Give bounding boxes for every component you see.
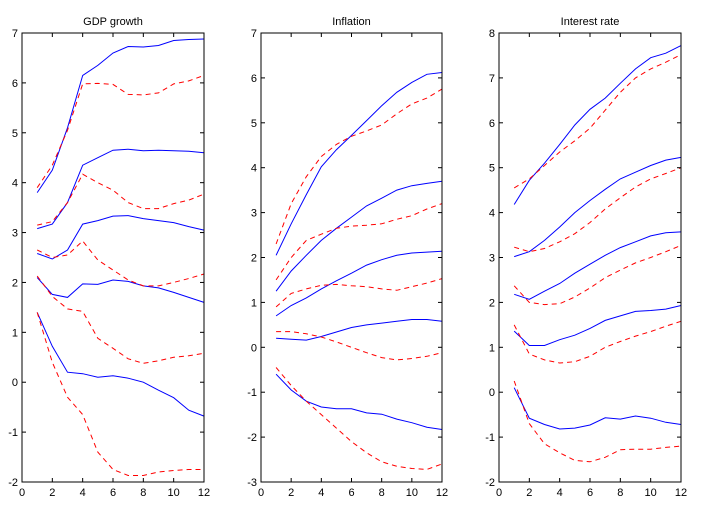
x-tick-label: 12	[436, 487, 448, 499]
series-line-solid-5	[36, 312, 205, 417]
x-tick-label: 6	[110, 487, 116, 499]
x-tick-label: 8	[140, 487, 146, 499]
y-tick-label: 4	[489, 208, 495, 220]
series-line-solid-2	[275, 180, 443, 292]
series-line-solid-2	[37, 148, 205, 230]
y-tick-label: 5	[489, 163, 495, 175]
y-tick-label: 2	[489, 297, 495, 309]
y-tick-label: 1	[489, 342, 495, 354]
y-tick-label: 1	[12, 327, 18, 339]
y-tick-label: 3	[12, 228, 18, 240]
x-tick-label: 10	[406, 487, 418, 499]
y-tick-label: 4	[12, 178, 18, 190]
y-tick-label: 0	[12, 377, 18, 389]
series-line-dashed-4	[36, 275, 205, 364]
y-tick-label: 3	[251, 208, 257, 220]
y-tick-label: 6	[251, 73, 257, 85]
x-tick-label: 4	[80, 487, 86, 499]
series-line-dashed-3	[275, 278, 443, 308]
y-tick-label: 5	[251, 118, 257, 130]
panel-title: Interest rate	[561, 16, 620, 28]
series-line-solid-1	[513, 45, 682, 205]
x-tick-label: 6	[348, 487, 354, 499]
series-line-dashed-3	[36, 240, 205, 287]
y-tick-label: 1	[251, 297, 257, 309]
series-line-solid-5	[513, 387, 682, 430]
x-tick-label: 2	[526, 487, 532, 499]
x-tick-label: 8	[379, 487, 385, 499]
series-line-dashed-4	[276, 331, 443, 361]
x-tick-label: 2	[49, 487, 55, 499]
series-line-dashed-2	[37, 173, 205, 226]
y-tick-label: 5	[12, 128, 18, 140]
y-tick-label: 0	[489, 387, 495, 399]
x-tick-label: 6	[587, 487, 593, 499]
series-line-dashed-4	[513, 320, 682, 364]
series-line-solid-3	[37, 215, 205, 260]
y-tick-label: 4	[251, 163, 257, 175]
series-line-solid-4	[513, 305, 682, 346]
x-tick-label: 0	[19, 487, 25, 499]
axes-frame	[260, 32, 443, 483]
x-tick-label: 10	[168, 487, 180, 499]
series-line-dashed-5	[275, 367, 443, 470]
x-tick-label: 0	[258, 487, 264, 499]
y-tick-label: -1	[485, 432, 495, 444]
series-line-dashed-2	[275, 203, 443, 281]
series-line-dashed-3	[513, 244, 682, 306]
x-tick-label: 4	[557, 487, 563, 499]
x-tick-label: 0	[496, 487, 502, 499]
y-tick-label: -3	[247, 477, 257, 489]
series-line-dashed-2	[514, 167, 682, 253]
x-tick-label: 12	[198, 487, 210, 499]
y-tick-label: 6	[12, 78, 18, 90]
x-tick-label: 4	[318, 487, 324, 499]
y-tick-label: -2	[247, 432, 257, 444]
y-tick-label: 7	[12, 28, 18, 40]
series-line-solid-3	[275, 250, 443, 317]
panel-title: Inflation	[332, 16, 371, 28]
y-tick-label: 2	[251, 253, 257, 265]
x-tick-label: 8	[617, 487, 623, 499]
y-tick-label: 0	[251, 342, 257, 354]
series-line-solid-1	[36, 38, 205, 193]
y-tick-label: -1	[247, 387, 257, 399]
series-line-dashed-5	[36, 312, 204, 476]
series-line-dashed-5	[513, 380, 682, 463]
series-line-solid-4	[36, 277, 205, 303]
series-line-solid-2	[514, 156, 682, 258]
series-line-dashed-1	[513, 54, 682, 189]
x-tick-label: 10	[645, 487, 657, 499]
series-line-dashed-1	[36, 74, 205, 188]
panel-title: GDP growth	[83, 16, 143, 28]
y-tick-label: -1	[8, 427, 18, 439]
axes-frame	[498, 32, 682, 483]
series-line-solid-5	[275, 373, 443, 430]
x-tick-label: 2	[288, 487, 294, 499]
y-tick-label: 7	[251, 28, 257, 40]
y-tick-label: 8	[489, 28, 495, 40]
y-tick-label: 3	[489, 253, 495, 265]
y-tick-label: -2	[485, 477, 495, 489]
x-tick-label: 12	[675, 487, 687, 499]
y-tick-label: -2	[8, 477, 18, 489]
series-line-solid-4	[276, 319, 443, 341]
series-line-solid-1	[275, 72, 443, 256]
y-tick-label: 6	[489, 118, 495, 130]
series-line-solid-3	[514, 231, 682, 300]
y-tick-label: 2	[12, 277, 18, 289]
y-tick-label: 7	[489, 73, 495, 85]
series-line-dashed-1	[275, 88, 443, 245]
